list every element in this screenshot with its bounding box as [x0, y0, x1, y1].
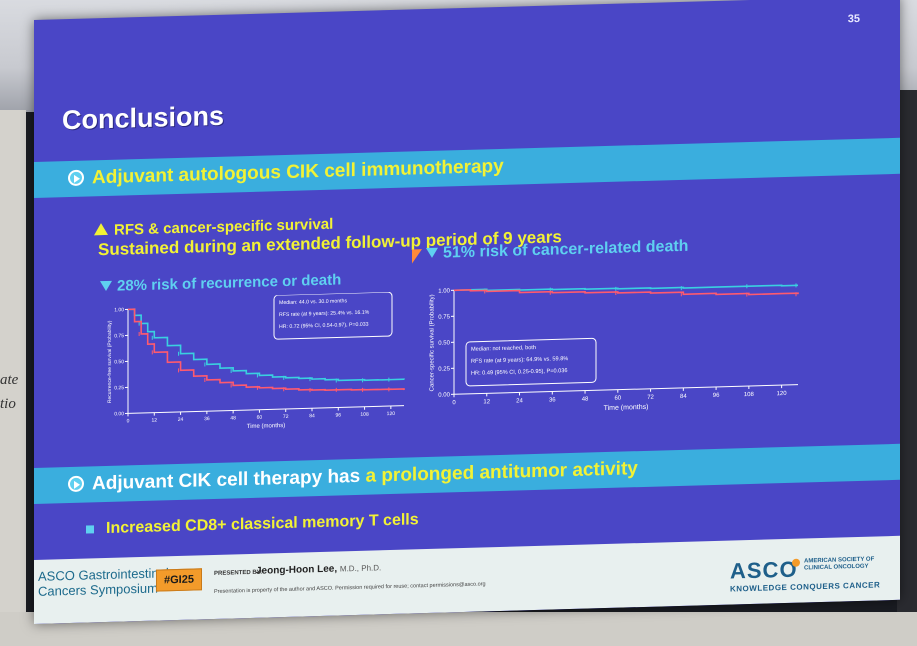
annotation-line: Median: not reached, both [471, 345, 536, 353]
wall-left: ate tio [0, 110, 26, 646]
annotation-line: RFS rate (at 9 years): 25.4% vs. 16.1% [279, 310, 370, 319]
section-band-antitumor: Adjuvant CIK cell therapy has a prolonge… [34, 443, 900, 504]
square-bullet-icon [86, 525, 94, 534]
annotation-frame [465, 337, 597, 387]
x-tick-label: 60 [614, 396, 621, 402]
asco-society-name: AMERICAN SOCIETY OF CLINICAL ONCOLOGY [804, 557, 874, 573]
x-tick-label: 120 [387, 411, 396, 417]
x-tick-label: 24 [516, 398, 523, 404]
section-band-cik: Adjuvant autologous CIK cell immunothera… [34, 137, 900, 198]
pointer-cursor-icon [412, 249, 422, 264]
triangle-down-icon [100, 280, 112, 292]
bullet-memory-text: Increased CD8+ classical memory T cells [106, 511, 419, 537]
page-number: 35 [847, 12, 860, 26]
x-tick-label: 84 [680, 394, 687, 400]
x-tick-label: 24 [178, 417, 184, 423]
y-tick-label: 0.25 [114, 385, 124, 391]
series-control-line [128, 308, 405, 392]
presenter-credentials: M.D., Ph.D. [339, 563, 382, 574]
annotation-line: HR: 0.49 (95% CI, 0.25-0.95), P=0.036 [471, 368, 568, 377]
presenter-name: Jeong-Hoon Lee, M.D., Ph.D. [256, 562, 381, 576]
x-tick-label: 48 [230, 415, 236, 421]
projected-slide: 35 Conclusions Adjuvant autologous CIK c… [34, 0, 900, 625]
annotation-line: Median: 44.0 vs. 30.0 months [279, 298, 347, 306]
x-tick-label: 72 [647, 395, 654, 401]
annotation-line: HR: 0.72 (95% CI, 0.54-0.97), P=0.033 [279, 322, 369, 331]
risk-recurrence-text: 28% risk of recurrence or death [117, 271, 342, 295]
annotation-frame [273, 291, 393, 340]
series-cik-line [128, 308, 405, 382]
arrow-bullet-icon [68, 475, 84, 493]
symposium-name: ASCO Gastrointestinal Cancers Symposium [38, 565, 169, 599]
symposium-line2: Cancers Symposium [38, 580, 158, 599]
y-tick-label: 0.75 [438, 314, 450, 320]
x-axis-label: Time (months) [247, 423, 285, 430]
x-tick-label: 108 [360, 412, 369, 418]
asco-logo-mark-icon [792, 558, 800, 567]
x-tick-label: 96 [713, 393, 720, 399]
x-tick-label: 12 [483, 399, 490, 405]
x-tick-label: 72 [283, 414, 289, 420]
y-tick-label: 0.00 [114, 411, 124, 417]
annotation-line: RFS rate (at 9 years): 64.9% vs. 59.8% [471, 356, 568, 365]
arrow-bullet-icon [68, 169, 84, 187]
y-tick-label: 0.75 [114, 333, 124, 339]
triangle-down-icon [426, 247, 438, 259]
x-tick-label: 12 [152, 418, 158, 424]
x-tick-label: 120 [777, 391, 788, 397]
y-axis-label: Cancer-specific survival (Probability) [430, 294, 436, 391]
series-control-line [454, 288, 799, 296]
section-heading-part1: Adjuvant CIK cell therapy has [92, 465, 361, 495]
x-tick-label: 96 [336, 412, 342, 418]
wall-text: ate [0, 372, 19, 388]
css-km-chart: 0.00 0.25 0.50 0.75 1.00 0 12 24 36 48 60 72 84 96 108… [430, 283, 799, 412]
bullet-memory: Increased CD8+ classical memory T cells [86, 511, 419, 538]
wall-right [897, 90, 917, 646]
y-tick-label: 1.00 [438, 288, 450, 294]
x-axis-line [454, 384, 798, 395]
x-tick-label: 36 [549, 397, 556, 403]
triangle-up-icon [94, 222, 108, 236]
y-axis-label: Recurrence-free survival (Probability) [107, 320, 113, 403]
presented-by-label: PRESENTED BY: [214, 569, 263, 577]
annotation-box: Median: not reached, both RFS rate (at 9 … [465, 337, 597, 387]
society-line2: CLINICAL ONCOLOGY [804, 563, 869, 572]
x-axis-line [128, 405, 404, 414]
y-tick-label: 0.50 [114, 359, 124, 365]
x-tick-label: 36 [204, 416, 210, 422]
presenter-text: Jeong-Hoon Lee, [256, 563, 338, 577]
slide-footer: ASCO Gastrointestinal Cancers Symposium … [34, 535, 900, 624]
x-tick-label: 0 [452, 400, 456, 406]
x-tick-label: 84 [309, 413, 315, 419]
y-tick-label: 1.00 [114, 307, 124, 313]
x-tick-label: 0 [127, 418, 130, 424]
y-tick-label: 0.50 [438, 340, 450, 346]
risk-recurrence: 28% risk of recurrence or death [100, 271, 341, 295]
section-heading-part2: a prolonged antitumor activity [365, 458, 638, 487]
y-tick-label: 0.25 [438, 366, 450, 372]
x-tick-label: 48 [582, 396, 589, 402]
annotation-box: Median: 44.0 vs. 30.0 months RFS rate (at… [273, 291, 393, 340]
section-heading: Adjuvant autologous CIK cell immunothera… [92, 155, 504, 189]
asco-logo: ASCO [730, 556, 798, 584]
x-axis-label: Time (months) [604, 404, 649, 412]
hashtag-badge: #GI25 [156, 568, 202, 592]
slide-title: Conclusions [62, 100, 225, 136]
x-tick-label: 60 [257, 415, 263, 421]
rfs-km-chart: 0.00 0.25 0.50 0.75 1.00 0 12 24 36 48 60 72 84 96 108… [107, 291, 405, 430]
copyright-notice: Presentation is property of the author a… [214, 581, 486, 595]
wall-text: tio [0, 396, 16, 412]
y-tick-label: 0.00 [438, 392, 450, 398]
x-tick-label: 108 [744, 392, 755, 398]
series-cik-line [454, 284, 798, 292]
